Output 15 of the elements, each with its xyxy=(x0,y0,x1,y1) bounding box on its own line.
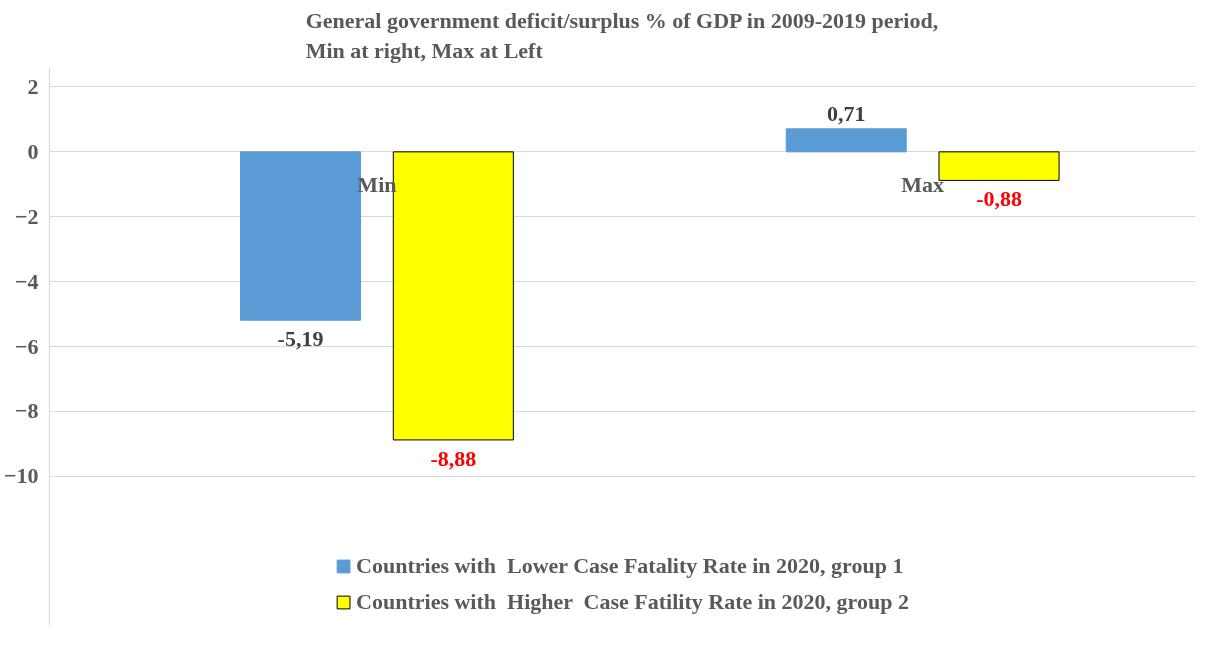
data-label: -0,88 xyxy=(976,186,1022,212)
legend-label: Countries with Higher Case Fatility Rate in 2020, group 2 xyxy=(356,589,909,615)
y-tick-label: −4 xyxy=(14,268,39,294)
legend-label: Countries with Lower Case Fatality Rate in 2020, group 1 xyxy=(356,553,904,579)
chart-title: General government deficit/surplus % of GDP in 2009-2019 period, Min at right, Max at Left xyxy=(305,7,939,63)
y-tick-label: −2 xyxy=(14,203,39,229)
data-label: -8,88 xyxy=(430,445,477,471)
data-label: -5,19 xyxy=(277,326,324,352)
y-tick-label: −6 xyxy=(14,333,39,359)
data-label: 0,71 xyxy=(826,100,866,126)
y-tick-label: −8 xyxy=(14,398,39,424)
y-tick-label: 2 xyxy=(27,73,39,99)
y-tick-label: 0 xyxy=(27,138,39,164)
y-tick-label: −10 xyxy=(3,463,39,489)
x-tick-label: Max xyxy=(901,171,945,197)
